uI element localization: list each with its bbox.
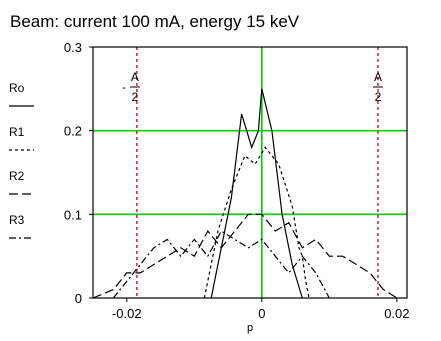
series-line-r1 [203,146,310,299]
series-line-r3 [112,230,330,299]
legend: Ro R1 R2 R3 [9,81,34,239]
plot-frame [92,46,408,299]
y-tick-label: 0 [75,291,82,306]
aperture-label-bottom: 2 [375,90,382,104]
aperture-label-top: A [131,70,139,84]
aperture-label-sign: - [122,80,126,94]
grid-layer [93,47,407,298]
aperture-label-right: A2 [372,70,383,104]
x-tick-label: -0.02 [112,306,142,321]
legend-label: R2 [9,169,25,183]
y-tick-label: 0.1 [64,207,82,222]
chart-title: Beam: current 100 mA, energy 15 keV [10,12,300,31]
legend-label: R1 [9,125,25,139]
series-line-r2 [92,213,398,299]
x-axis-label: p [247,322,253,334]
aperture-label-top: A [374,70,382,84]
legend-label: R3 [9,213,25,227]
axis-layer: -0.02 0 0.02 0 0.1 0.2 0.3 [64,40,410,321]
legend-label: Ro [9,81,25,95]
aperture-layer: A2-A2 [122,47,383,298]
series-layer [92,88,398,299]
y-tick-label: 0.3 [64,40,82,55]
aperture-label-left: A 2- [122,70,140,104]
y-tick-label: 0.2 [64,124,82,139]
series-line-ro [210,88,303,299]
x-tick-label: 0 [258,306,265,321]
aperture-label-bottom: 2 [132,90,139,104]
x-tick-label: 0.02 [384,306,409,321]
